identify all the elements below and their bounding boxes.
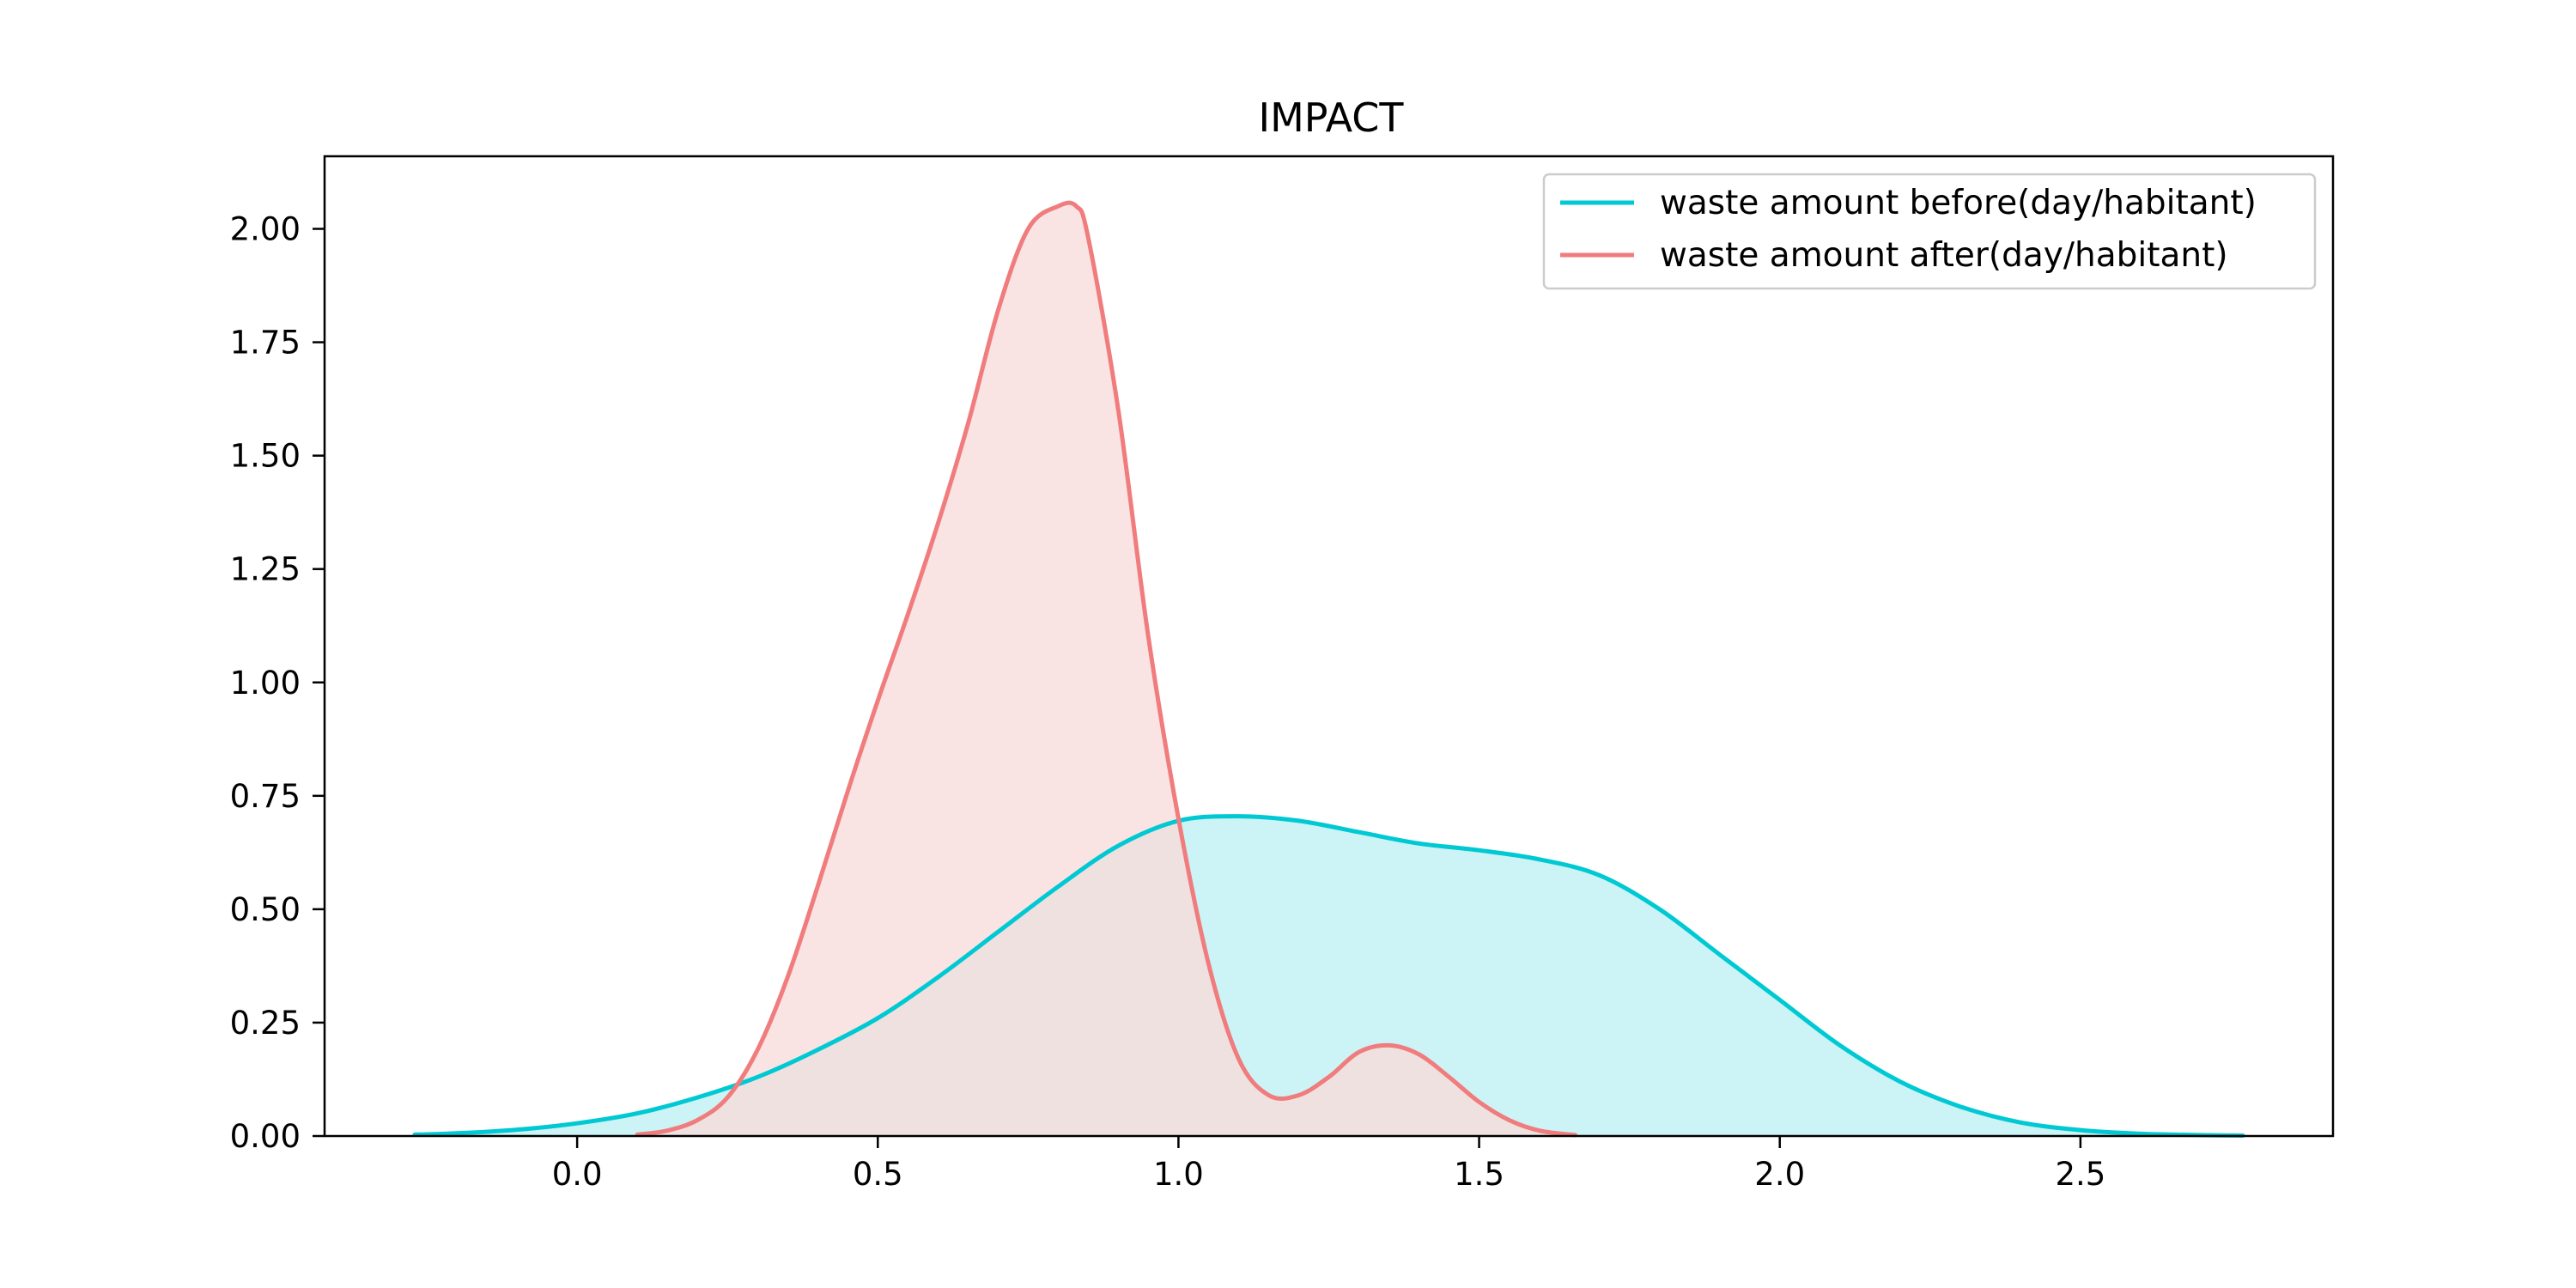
chart-title: IMPACT (1259, 94, 1405, 141)
density-lines (412, 200, 2245, 1138)
y-tick-label: 2.00 (230, 211, 301, 248)
plot-frame (323, 155, 2335, 1138)
y-tick-label: 0.50 (230, 891, 301, 928)
y-tick-label: 0.25 (230, 1005, 301, 1042)
y-tick-label: 1.25 (230, 551, 301, 588)
legend-label-after: waste amount after(day/habitant) (1660, 236, 2228, 275)
x-tick-label: 2.0 (1754, 1156, 1805, 1193)
legend-box (1542, 173, 2317, 290)
y-tick-label: 1.75 (230, 325, 301, 361)
density-line-after (635, 200, 1578, 1138)
x-tick-label: 0.0 (552, 1156, 603, 1193)
y-tick-label: 1.00 (230, 665, 301, 702)
x-tick-label: 0.5 (853, 1156, 903, 1193)
legend-label-before: waste amount before(day/habitant) (1660, 184, 2257, 222)
x-tick-label: 2.5 (2055, 1156, 2105, 1193)
density-fill-after (637, 203, 1576, 1137)
x-axis: 0.0 0.5 1.0 1.5 2.0 2.5 (552, 1136, 2105, 1193)
legend: waste amount before(day/habitant) waste … (1542, 173, 2317, 290)
x-tick-label: 1.0 (1153, 1156, 1204, 1193)
y-tick-label: 0.00 (230, 1118, 301, 1155)
y-tick-label: 1.50 (230, 438, 301, 475)
density-line-before (412, 814, 2245, 1138)
x-tick-label: 1.5 (1454, 1156, 1504, 1193)
density-fills (415, 203, 2243, 1137)
y-tick-label: 0.75 (230, 778, 301, 815)
y-axis: 0.00 0.25 0.50 0.75 1.00 1.25 1.50 1.75 2.00 (230, 211, 325, 1155)
